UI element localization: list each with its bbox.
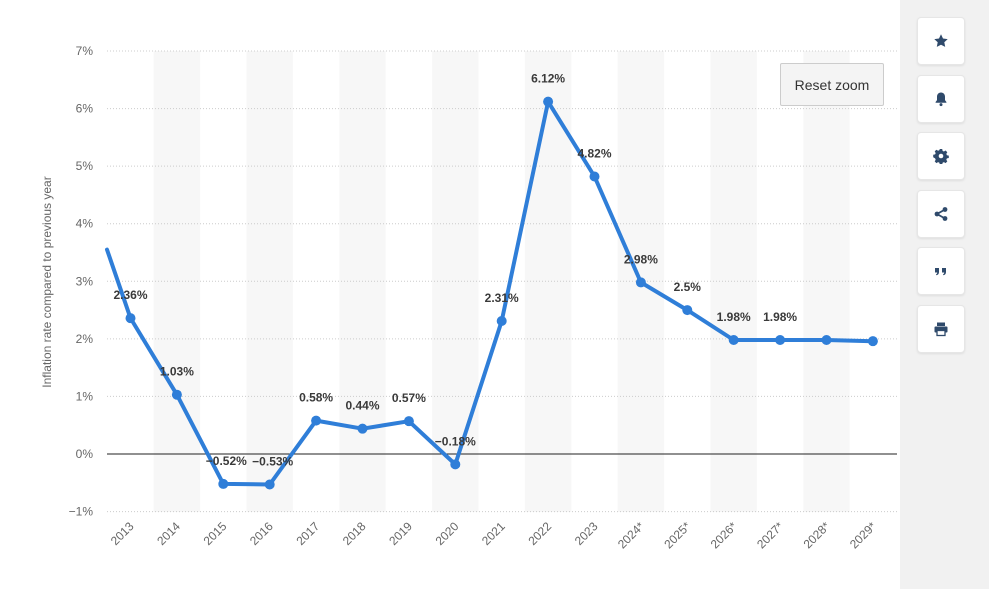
data-label: 4.82% bbox=[577, 147, 611, 161]
x-tick-label: 2026* bbox=[708, 519, 740, 551]
x-tick-label: 2014 bbox=[154, 519, 183, 548]
data-point bbox=[357, 423, 368, 434]
y-axis-label: Inflation rate compared to previous year bbox=[40, 176, 54, 387]
data-point bbox=[403, 416, 414, 427]
y-tick-label: −1% bbox=[69, 505, 94, 519]
x-tick-label: 2016 bbox=[247, 519, 276, 548]
data-label: 1.03% bbox=[160, 365, 194, 379]
data-point bbox=[821, 335, 832, 346]
x-tick-label: 2028* bbox=[801, 519, 833, 551]
y-axis-ticks: −1% 0% 1% 2% 3% 4% 5% 6% 7% bbox=[69, 44, 94, 519]
share-button[interactable] bbox=[917, 189, 965, 238]
data-point bbox=[682, 305, 693, 316]
x-tick-label: 2023 bbox=[572, 519, 601, 548]
notification-button[interactable] bbox=[917, 74, 965, 123]
chart-toolbar bbox=[917, 17, 967, 362]
data-point bbox=[635, 277, 646, 288]
data-label: 1.98% bbox=[763, 310, 797, 324]
data-point bbox=[775, 335, 786, 346]
star-icon bbox=[934, 34, 948, 47]
data-point bbox=[496, 316, 507, 327]
data-label: 1.98% bbox=[717, 310, 751, 324]
x-tick-label: 2018 bbox=[340, 519, 369, 548]
data-point bbox=[311, 415, 322, 426]
data-label: 0.44% bbox=[345, 399, 379, 413]
data-point bbox=[589, 171, 600, 182]
x-axis-ticks: 2013 2014 2015 2016 2017 2018 2019 2020 2021 2022… bbox=[108, 519, 879, 551]
data-label: 0.57% bbox=[392, 391, 426, 405]
data-label: 2.36% bbox=[113, 288, 147, 302]
print-icon bbox=[934, 322, 948, 336]
reset-zoom-button[interactable]: Reset zoom bbox=[780, 63, 884, 106]
data-label: −0.18% bbox=[435, 434, 476, 448]
x-tick-label: 2027* bbox=[754, 519, 786, 551]
series-path bbox=[105, 99, 875, 487]
alternating-bands bbox=[153, 51, 850, 512]
x-tick-label: 2029* bbox=[847, 519, 879, 551]
data-label: −0.52% bbox=[206, 454, 247, 468]
y-tick-label: 4% bbox=[76, 217, 94, 231]
grid-lines bbox=[107, 50, 897, 513]
x-tick-label: 2021 bbox=[479, 519, 508, 548]
data-labels: 2.36% 1.03% −0.52% −0.53% 0.58% 0.44% 0.57% −0.… bbox=[113, 72, 797, 469]
data-label: 6.12% bbox=[531, 72, 565, 86]
data-point bbox=[218, 478, 229, 489]
x-tick-label: 2019 bbox=[386, 519, 415, 548]
data-point bbox=[543, 96, 554, 107]
column-band bbox=[803, 51, 850, 512]
print-button[interactable] bbox=[917, 304, 965, 353]
x-tick-label: 2017 bbox=[293, 519, 322, 548]
data-point bbox=[728, 335, 739, 346]
y-tick-label: 2% bbox=[76, 332, 94, 346]
data-point bbox=[264, 479, 275, 490]
chart-panel: −1% 0% 1% 2% 3% 4% 5% 6% 7% 2013 2014 2015 2016 2017… bbox=[0, 0, 900, 589]
data-label: 2.31% bbox=[485, 291, 519, 305]
share-icon bbox=[934, 206, 948, 221]
data-point bbox=[171, 389, 182, 400]
data-point bbox=[867, 336, 878, 347]
data-label: 2.98% bbox=[624, 252, 658, 266]
y-tick-label: 0% bbox=[76, 447, 94, 461]
data-label: 2.5% bbox=[674, 280, 702, 294]
cite-button[interactable] bbox=[917, 247, 965, 295]
y-tick-label: 1% bbox=[76, 389, 94, 403]
series-line bbox=[105, 99, 875, 487]
data-label: 0.58% bbox=[299, 391, 333, 405]
quote-icon bbox=[935, 268, 946, 276]
x-tick-label: 2022 bbox=[525, 519, 554, 548]
x-tick-label: 2015 bbox=[201, 519, 230, 548]
y-tick-label: 6% bbox=[76, 102, 94, 116]
bell-icon bbox=[935, 92, 947, 106]
data-label: −0.53% bbox=[252, 455, 293, 469]
data-point bbox=[125, 313, 136, 324]
settings-button[interactable] bbox=[917, 132, 965, 180]
y-tick-label: 3% bbox=[76, 274, 94, 288]
gear-icon bbox=[933, 149, 949, 164]
data-points bbox=[125, 96, 878, 490]
line-chart: −1% 0% 1% 2% 3% 4% 5% 6% 7% 2013 2014 2015 2016 2017… bbox=[40, 44, 897, 551]
data-point bbox=[450, 459, 461, 470]
favorite-button[interactable] bbox=[917, 17, 965, 65]
y-tick-label: 5% bbox=[76, 159, 94, 173]
x-tick-label: 2013 bbox=[108, 519, 137, 548]
y-tick-label: 7% bbox=[76, 44, 94, 58]
x-tick-label: 2025* bbox=[661, 519, 693, 551]
x-tick-label: 2020 bbox=[433, 519, 462, 548]
x-tick-label: 2024* bbox=[615, 519, 647, 551]
